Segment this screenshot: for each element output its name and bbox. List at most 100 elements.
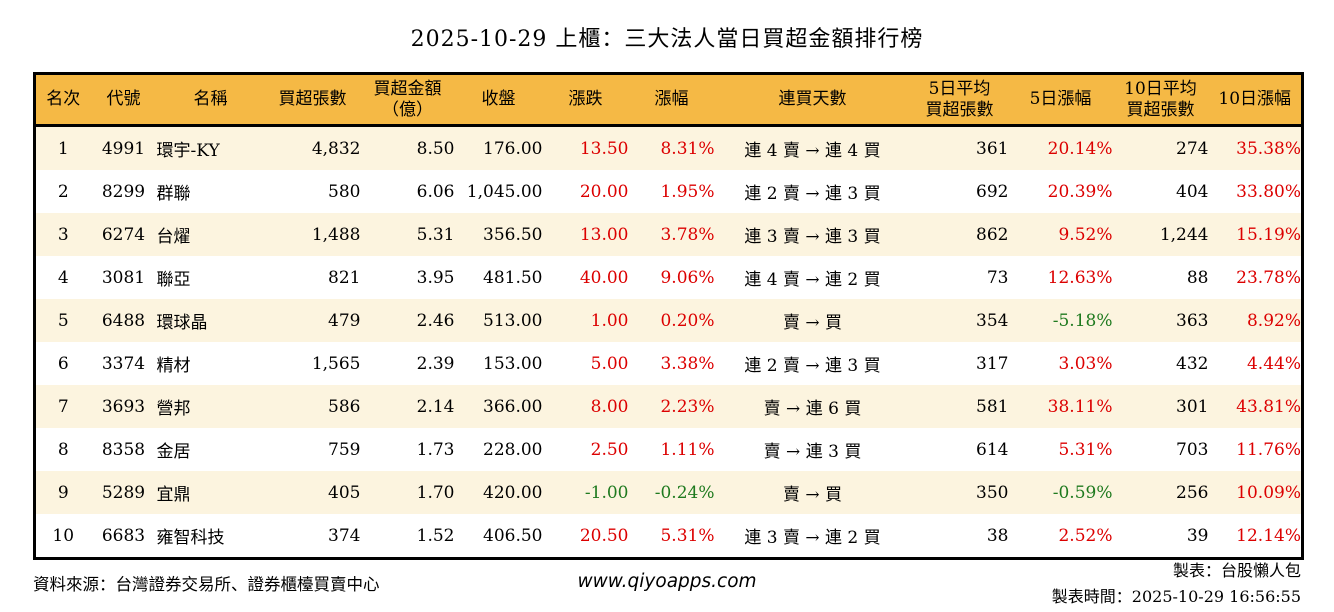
cell-pct10: 4.44% <box>1246 353 1301 374</box>
cell-net-buy-amount: 3.95 <box>416 267 455 288</box>
cell-close: 153.00 <box>483 353 543 374</box>
cell-avg10-volume: 1,244 <box>1112 213 1209 256</box>
cell-pct5: 20.39% <box>1047 181 1113 202</box>
table-row: 1 4991 環宇-KY 4,832 8.50 176.00 13.50 8.31% 連 4 賣… <box>34 125 1303 170</box>
cell-close: 356.50 <box>454 213 543 256</box>
cell-close: 228.00 <box>483 439 543 460</box>
cell-net-buy-volume: 1,565 <box>311 353 361 374</box>
cell-name: 聯亞 <box>156 270 191 290</box>
cell-avg10-volume: 39 <box>1186 525 1209 546</box>
column-header-pct5: 5日漲幅 <box>1008 73 1113 127</box>
cell-pct5: -0.59% <box>1008 471 1113 514</box>
column-header-pct10: 10日漲幅 <box>1208 73 1303 127</box>
cell-buy-streak: 連 4 賣 → 連 2 買 <box>744 270 881 290</box>
report-credits: 製表：台股懶人包 製表時間：2025-10-29 16:56:55 <box>1052 558 1301 610</box>
table-row: 8 8358 金居 759 1.73 228.00 2.50 1.11% 賣 → 連 3 買 61… <box>35 428 1303 471</box>
cell-change: 8.00 <box>542 385 629 428</box>
cell-code: 6274 <box>90 213 157 256</box>
cell-name: 精材 <box>156 356 191 376</box>
cell-close: 366.00 <box>454 385 543 428</box>
table-row: 2 8299 群聯 580 6.06 1,045.00 20.00 1.95% 連 2 賣 → … <box>35 170 1303 213</box>
column-header-code: 代號 <box>90 73 157 127</box>
cell-net-buy-amount: 2.14 <box>360 385 455 428</box>
cell-avg5-volume: 350 <box>910 471 1009 514</box>
cell-pct10: 15.19% <box>1208 213 1303 256</box>
table-header: 名次 代號 名稱 買超張數 買超金額 （億） 收盤 漲跌 漲幅 連買天數 5日平均 買超張數 5日漲幅 1… <box>34 73 1303 127</box>
cell-change-pct: 5.31% <box>660 525 715 546</box>
column-header-close: 收盤 <box>454 73 543 127</box>
cell-avg10-volume: 88 <box>1186 267 1209 288</box>
cell-net-buy-volume: 580 <box>328 181 361 202</box>
cell-close: 406.50 <box>483 525 543 546</box>
cell-close: 420.00 <box>454 471 543 514</box>
cell-name: 金居 <box>156 442 191 462</box>
cell-avg10-volume: 256 <box>1112 471 1209 514</box>
cell-name: 群聯 <box>156 184 191 204</box>
cell-change: 13.00 <box>542 213 629 256</box>
cell-net-buy-volume: 759 <box>328 439 361 460</box>
cell-pct10: 11.76% <box>1236 439 1301 460</box>
website-url: www.qiyoapps.com <box>577 571 757 592</box>
table-row: 4 3081 聯亞 821 3.95 481.50 40.00 9.06% 連 4 賣 → 連 … <box>35 256 1303 299</box>
cell-avg5-volume: 354 <box>910 299 1009 342</box>
cell-code: 6488 <box>90 299 157 342</box>
cell-close: 176.00 <box>454 125 543 170</box>
cell-avg10-volume: 432 <box>1176 353 1209 374</box>
cell-change: 20.50 <box>579 525 629 546</box>
cell-net-buy-volume: 4,832 <box>264 125 361 170</box>
cell-avg10-volume: 703 <box>1176 439 1209 460</box>
cell-pct10: 8.92% <box>1208 299 1303 342</box>
cell-name: 環宇-KY <box>156 125 265 170</box>
cell-net-buy-amount: 8.50 <box>360 125 455 170</box>
header-row: 名次 代號 名稱 買超張數 買超金額 （億） 收盤 漲跌 漲幅 連買天數 5日平均 買超張數 5日漲幅 1… <box>34 73 1303 127</box>
cell-close: 1,045.00 <box>466 181 543 202</box>
cell-change-pct: 3.78% <box>628 213 715 256</box>
cell-avg10-volume: 404 <box>1176 181 1209 202</box>
column-header-rank: 名次 <box>34 73 91 127</box>
cell-rank: 10 <box>52 525 75 546</box>
cell-net-buy-volume: 374 <box>328 525 361 546</box>
cell-avg5-volume: 38 <box>986 525 1009 546</box>
column-header-buy-streak: 連買天數 <box>714 73 911 127</box>
table-row: 5 6488 環球晶 479 2.46 513.00 1.00 0.20% 賣 → 買 354 -5… <box>34 299 1303 342</box>
cell-buy-streak: 賣 → 連 3 買 <box>763 442 862 462</box>
cell-rank: 9 <box>34 471 91 514</box>
cell-rank: 3 <box>34 213 91 256</box>
cell-avg5-volume: 361 <box>910 125 1009 170</box>
table-row: 7 3693 營邦 586 2.14 366.00 8.00 2.23% 賣 → 連 6 買 58… <box>34 385 1303 428</box>
cell-code: 8299 <box>101 181 146 202</box>
cell-code: 6683 <box>101 525 146 546</box>
cell-change: 40.00 <box>579 267 629 288</box>
cell-change: 20.00 <box>579 181 629 202</box>
cell-pct5: 2.52% <box>1058 525 1113 546</box>
cell-close: 513.00 <box>454 299 543 342</box>
cell-change-pct: 3.38% <box>660 353 715 374</box>
cell-net-buy-volume: 405 <box>264 471 361 514</box>
cell-change-pct: 1.11% <box>660 439 715 460</box>
table-row: 10 6683 雍智科技 374 1.52 406.50 20.50 5.31% 連 3 賣 →… <box>35 514 1303 559</box>
cell-code: 4991 <box>90 125 157 170</box>
cell-change-pct: 8.31% <box>628 125 715 170</box>
table-row: 3 6274 台燿 1,488 5.31 356.50 13.00 3.78% 連 3 賣 → … <box>34 213 1303 256</box>
cell-change-pct: 1.95% <box>660 181 715 202</box>
cell-name: 環球晶 <box>156 299 265 342</box>
cell-pct5: 9.52% <box>1008 213 1113 256</box>
cell-close: 481.50 <box>483 267 543 288</box>
cell-name: 雍智科技 <box>156 528 225 548</box>
cell-net-buy-amount: 5.31 <box>360 213 455 256</box>
cell-change: 5.00 <box>590 353 629 374</box>
made-time: 製表時間：2025-10-29 16:56:55 <box>1051 587 1301 606</box>
cell-net-buy-volume: 1,488 <box>264 213 361 256</box>
cell-rank: 5 <box>34 299 91 342</box>
cell-net-buy-amount: 1.73 <box>416 439 455 460</box>
cell-change-pct: 0.20% <box>628 299 715 342</box>
cell-change: 1.00 <box>542 299 629 342</box>
cell-avg10-volume: 301 <box>1112 385 1209 428</box>
cell-buy-streak: 連 3 賣 → 連 3 買 <box>714 213 911 256</box>
ranking-table: 名次 代號 名稱 買超張數 買超金額 （億） 收盤 漲跌 漲幅 連買天數 5日平均 買超張數 5日漲幅 1… <box>33 72 1304 560</box>
cell-net-buy-volume: 479 <box>264 299 361 342</box>
cell-buy-streak: 連 2 賣 → 連 3 買 <box>744 356 881 376</box>
cell-rank: 6 <box>57 353 69 374</box>
cell-net-buy-amount: 1.70 <box>360 471 455 514</box>
cell-change: 2.50 <box>590 439 629 460</box>
